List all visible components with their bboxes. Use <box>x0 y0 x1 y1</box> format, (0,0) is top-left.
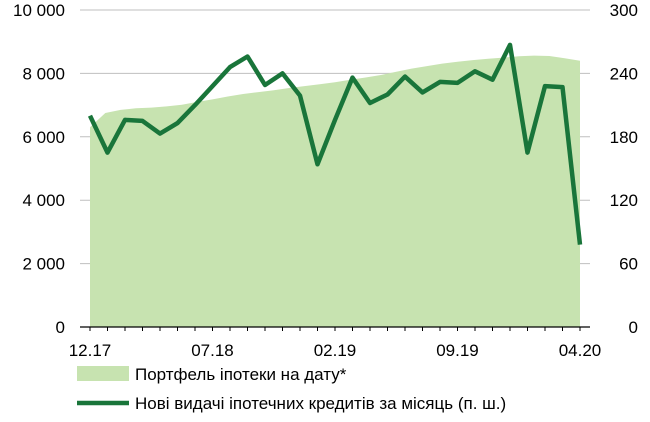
y-right-tick-label: 0 <box>629 318 638 337</box>
x-tick-label: 12.17 <box>69 341 112 360</box>
y-right-tick-label: 120 <box>610 191 638 210</box>
series-line-new-mortgage-issuance <box>87 42 583 245</box>
x-tick-label: 04.20 <box>559 341 602 360</box>
y-right-tick-label: 300 <box>610 1 638 20</box>
legend-label-new-issuance: Нові видачі іпотечних кредитів за місяць… <box>135 394 506 413</box>
x-axis-tick-labels: 12.17 07.18 02.19 09.19 04.20 <box>69 341 602 360</box>
x-tick-label: 02.19 <box>314 341 357 360</box>
y-left-tick-label: 4 000 <box>22 191 65 210</box>
y-left-tick-labels: 0 2 000 4 000 6 000 8 000 10 000 <box>13 1 65 337</box>
legend-swatch-mortgage-portfolio <box>77 366 129 381</box>
y-right-tick-label: 240 <box>610 64 638 83</box>
legend: Портфель іпотеки на дату* Нові видачі іп… <box>77 365 506 413</box>
y-right-tick-labels: 0 60 120 180 240 300 <box>610 1 638 337</box>
x-tick-label: 07.18 <box>191 341 234 360</box>
y-right-tick-label: 60 <box>619 255 638 274</box>
x-tick-label: 09.19 <box>436 341 479 360</box>
y-left-tick-label: 2 000 <box>22 255 65 274</box>
y-left-tick-label: 10 000 <box>13 1 65 20</box>
x-axis-ticks <box>89 327 581 331</box>
y-left-tick-label: 0 <box>56 318 65 337</box>
legend-label-mortgage-portfolio: Портфель іпотеки на дату* <box>135 365 347 384</box>
y-left-tick-label: 6 000 <box>22 128 65 147</box>
y-right-tick-label: 180 <box>610 128 638 147</box>
y-left-tick-label: 8 000 <box>22 64 65 83</box>
series-area-mortgage-portfolio <box>90 55 580 327</box>
